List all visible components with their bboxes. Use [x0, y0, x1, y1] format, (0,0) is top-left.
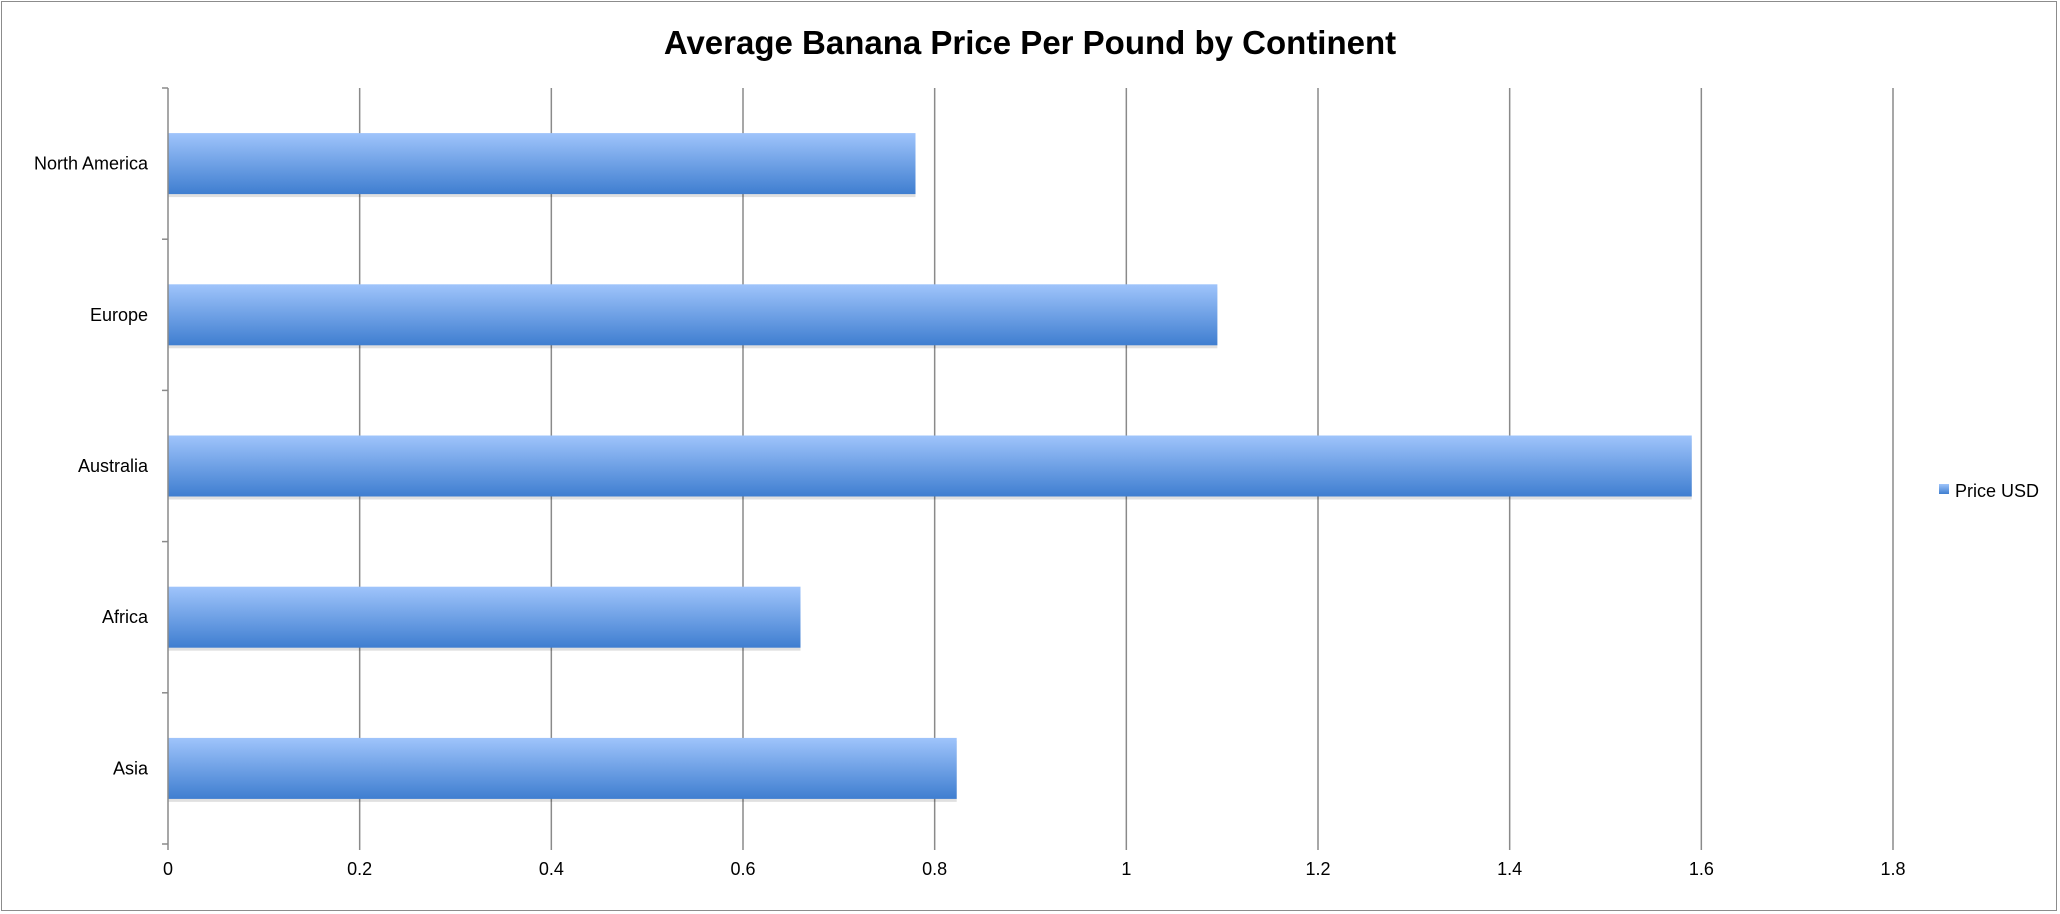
bar	[168, 737, 957, 799]
legend-swatch	[1939, 484, 1949, 494]
legend: Price USD	[1939, 481, 2039, 501]
bar	[168, 435, 1692, 497]
bar	[168, 586, 801, 648]
axes	[162, 87, 1894, 850]
x-tick-label: 1.8	[1880, 859, 1905, 879]
x-tick-label: 1.2	[1305, 859, 1330, 879]
x-tick-label: 0.8	[922, 859, 947, 879]
y-tick-label: Australia	[78, 456, 149, 476]
x-tick-label: 0.2	[347, 859, 372, 879]
bars	[168, 133, 1692, 802]
x-tick-label: 1.4	[1497, 859, 1522, 879]
tick-labels: 0 0.2 0.4 0.6 0.8 1 1.2 1.4 1.6 1.8 North America E…	[34, 154, 1906, 879]
x-tick-label: 0.6	[730, 859, 755, 879]
y-tick-label: Europe	[90, 305, 148, 325]
x-tick-label: 1	[1121, 859, 1131, 879]
y-tick-label: North America	[34, 154, 149, 174]
bar	[168, 133, 916, 195]
y-tick-label: Asia	[113, 758, 149, 778]
bar	[168, 284, 1218, 346]
chart-title: Average Banana Price Per Pound by Contin…	[664, 24, 1396, 61]
y-tick-label: Africa	[102, 607, 149, 627]
x-tick-label: 1.6	[1689, 859, 1714, 879]
x-tick-label: 0.4	[539, 859, 564, 879]
x-tick-label: 0	[163, 859, 173, 879]
legend-label: Price USD	[1955, 481, 2039, 501]
